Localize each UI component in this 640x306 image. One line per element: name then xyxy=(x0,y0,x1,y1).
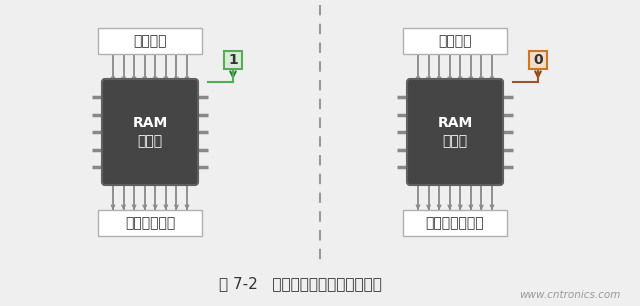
Text: 读模式: 读模式 xyxy=(442,134,468,148)
Text: 图 7-2   存储器包括读模式与写模式: 图 7-2 存储器包括读模式与写模式 xyxy=(219,277,381,292)
FancyBboxPatch shape xyxy=(224,51,242,69)
FancyBboxPatch shape xyxy=(403,28,507,54)
Text: 单元地址: 单元地址 xyxy=(438,34,472,48)
FancyBboxPatch shape xyxy=(407,79,503,185)
FancyBboxPatch shape xyxy=(529,51,547,69)
Text: www.cntronics.com: www.cntronics.com xyxy=(519,290,621,300)
Text: 单元的新数据: 单元的新数据 xyxy=(125,216,175,230)
Text: 0: 0 xyxy=(533,53,543,67)
FancyBboxPatch shape xyxy=(102,79,198,185)
FancyBboxPatch shape xyxy=(98,210,202,236)
Text: RAM: RAM xyxy=(132,116,168,130)
FancyBboxPatch shape xyxy=(98,28,202,54)
Text: 单元地址: 单元地址 xyxy=(133,34,167,48)
Text: 1: 1 xyxy=(228,53,238,67)
Text: RAM: RAM xyxy=(437,116,472,130)
FancyBboxPatch shape xyxy=(403,210,507,236)
Text: 单元的当前数据: 单元的当前数据 xyxy=(426,216,484,230)
Text: 写模式: 写模式 xyxy=(138,134,163,148)
